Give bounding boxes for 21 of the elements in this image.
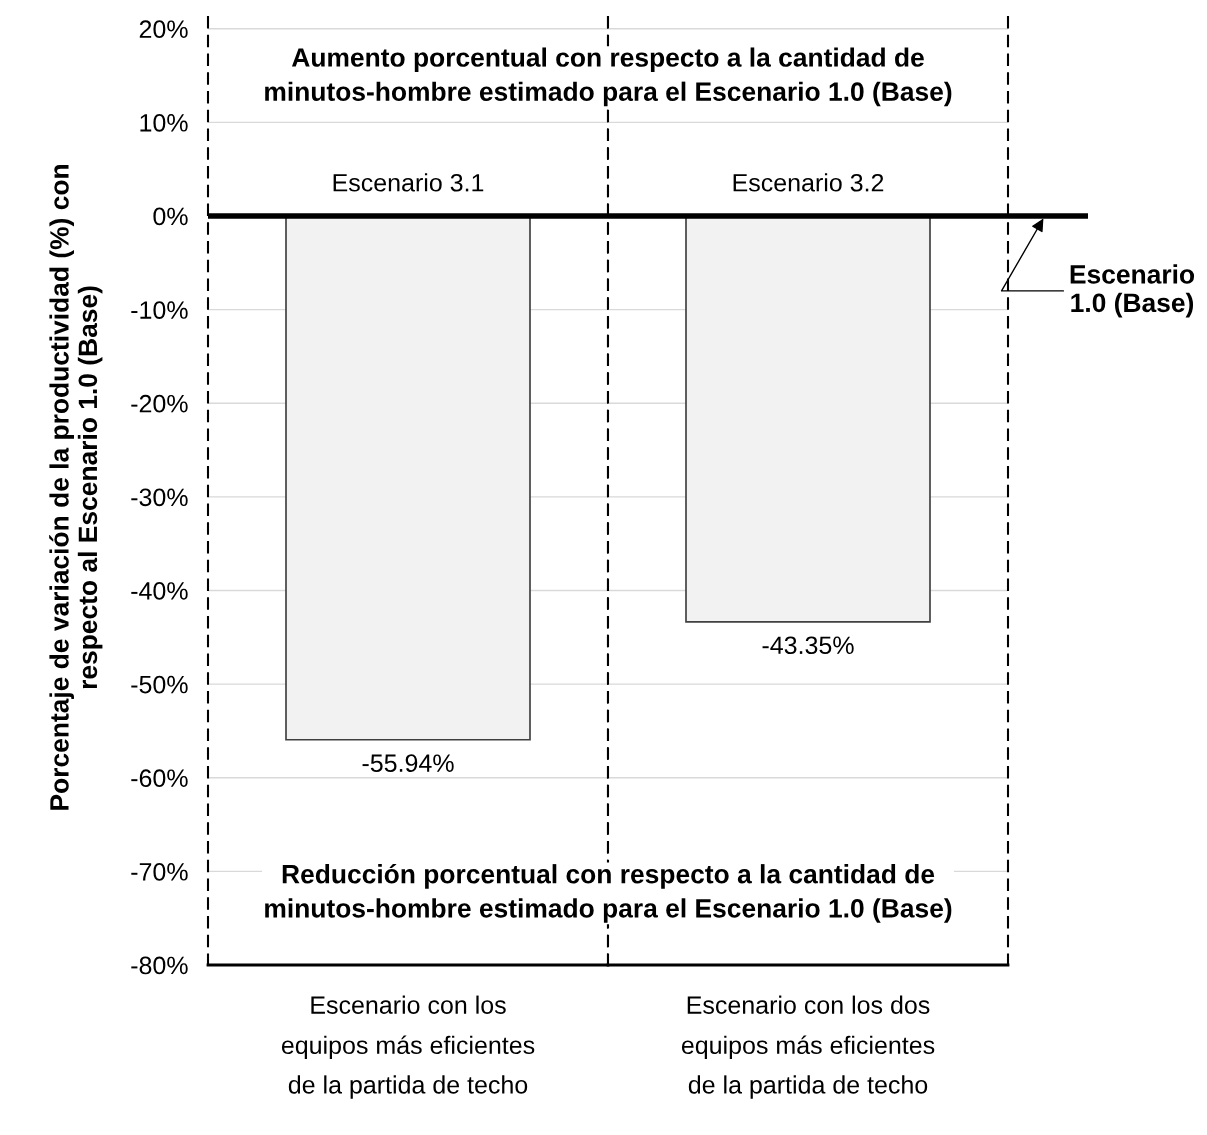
y-tick-label: -10% [131,301,188,319]
y-tick-label: -40% [131,582,188,600]
y-tick-label: -60% [131,769,188,788]
y-axis-title: Porcentaje de variación de la productividad (%) con respecto al Escenario 1.0 (Base) [49,165,103,810]
annotation: Escenario 3.1 [333,173,484,192]
x-tick-label: Escenario con los equipos más eficientes de la partida de techo [281,995,535,1099]
y-tick-label: -50% [131,675,188,694]
y-tick-label: -70% [131,862,188,881]
annotation: Escenario 3.2 [733,173,884,192]
y-tick-label: 0% [153,207,188,226]
annotation: Reducción porcentual con respecto a la cantidad de minutos-hombre estimado para el Escenario 1.0 (Base) [265,863,952,923]
data-label: -55.94% [362,754,454,772]
y-tick-label: -80% [131,956,188,975]
data-label: -43.35% [762,636,854,655]
x-tick-label: Escenario con los dos equipos más eficientes de la partida de techo [681,995,935,1099]
ref-line-label: Escenario 1.0 (Base) [1070,264,1195,318]
annotation: Aumento porcentual con respecto a la cantidad de minutos-hombre estimado para el Escenario 1.0 (Base) [265,47,952,107]
y-tick-label: 10% [140,113,188,132]
y-tick-label: -30% [131,488,188,507]
y-tick-label: -20% [131,394,188,413]
y-tick-label: 20% [139,20,188,39]
